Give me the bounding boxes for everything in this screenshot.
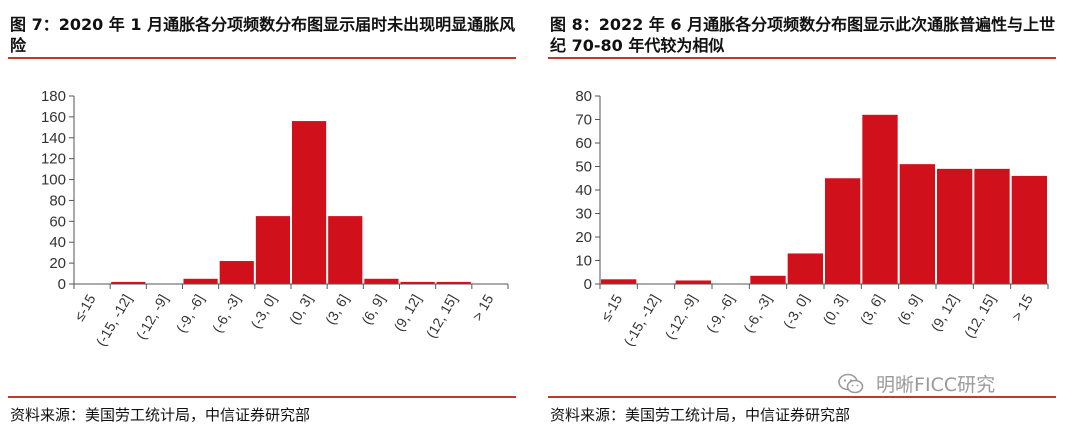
chart-title: 图 7：2020 年 1 月通胀各分项频数分布图显示届时未出现明显通胀风险 (10, 15, 516, 55)
chart-panel-left: 图 7：2020 年 1 月通胀各分项频数分布图显示届时未出现明显通胀风险 0 2… (8, 0, 518, 433)
bar (825, 178, 861, 284)
source-note: 资料来源：美国劳工统计局，中信证券研究部 (10, 406, 311, 424)
x-tick-label: (-6, -3] (209, 292, 243, 336)
x-tick-label: > 15 (1008, 291, 1036, 323)
x-tick-label: (6, 9] (358, 292, 388, 328)
bar-chart-2022: 0 10 20 30 40 50 60 70 80 ≤-15(-15, -12](-12, -9]… (575, 88, 1049, 349)
y-tick-label: 20 (575, 229, 592, 246)
y-tick-label: 100 (41, 172, 66, 189)
title-rule (8, 57, 516, 59)
x-tick-label: (6, 9] (894, 292, 924, 328)
bar (364, 278, 399, 284)
bar (219, 261, 254, 284)
x-tick-label: (9, 12] (390, 292, 424, 334)
bar (675, 280, 711, 284)
watermark: 明晰FICC研究 (838, 370, 995, 397)
bar (787, 253, 823, 284)
y-tick-label: 30 (575, 206, 592, 223)
x-tick-label: (0, 3] (286, 292, 316, 328)
bar (183, 278, 218, 284)
x-tick-label: (-15, -12] (93, 292, 135, 349)
x-tick-label: (-15, -12] (620, 292, 662, 349)
x-tick-label: (-12, -9] (133, 292, 171, 342)
x-tick-label: (-3, 0] (247, 292, 279, 332)
x-tick-label: (12, 15] (423, 292, 461, 341)
bar (436, 281, 471, 284)
chart-title: 图 8：2022 年 6 月通胀各分项频数分布图显示此次通胀普遍性与上世纪 70… (550, 15, 1056, 55)
bar (400, 281, 435, 284)
x-tick-label: (12, 15] (961, 292, 999, 341)
y-tick-label: 0 (584, 276, 592, 293)
y-tick-label: 50 (575, 159, 592, 176)
x-tick-label: > 15 (469, 291, 497, 323)
source-rule (548, 396, 1056, 398)
y-tick-label: 60 (575, 135, 592, 152)
title-rule (548, 57, 1056, 59)
y-tick-label: 80 (49, 192, 66, 209)
bar (937, 168, 973, 284)
wechat-icon (838, 373, 864, 394)
bar (750, 275, 786, 284)
bar (974, 168, 1010, 284)
source-note: 资料来源：美国劳工统计局，中信证券研究部 (550, 406, 851, 424)
y-tick-label: 60 (49, 213, 66, 230)
x-tick-label: (-3, 0] (780, 292, 812, 332)
y-tick-label: 120 (41, 151, 66, 168)
x-tick-label: (9, 12] (928, 292, 962, 334)
x-tick-label: (-9, -6] (703, 292, 737, 336)
bar (292, 121, 327, 284)
x-tick-label: (-12, -9] (662, 292, 700, 342)
bar (601, 279, 637, 284)
x-tick-label: (3, 6] (322, 292, 352, 328)
chart-panel-right: 图 8：2022 年 6 月通胀各分项频数分布图显示此次通胀普遍性与上世纪 70… (548, 0, 1058, 433)
bar (111, 281, 146, 284)
x-tick-label: ≤-15 (71, 291, 99, 323)
y-tick-label: 80 (575, 88, 592, 105)
y-tick-label: 140 (41, 130, 66, 147)
x-tick-label: (-6, -3] (740, 292, 774, 336)
x-tick-label: ≤-15 (597, 291, 625, 323)
bar (255, 216, 290, 284)
x-tick-label: (-9, -6] (173, 292, 207, 336)
y-tick-label: 0 (58, 276, 66, 293)
y-tick-label: 160 (41, 109, 66, 126)
y-tick-label: 70 (575, 112, 592, 129)
x-tick-label: (3, 6] (857, 292, 887, 328)
y-tick-label: 20 (49, 255, 66, 272)
bar (1011, 175, 1047, 284)
y-tick-label: 10 (575, 253, 592, 270)
x-tick-label: (0, 3] (819, 292, 849, 328)
bar (328, 216, 363, 284)
y-tick-label: 40 (575, 182, 592, 199)
source-rule (8, 396, 516, 398)
bar (899, 164, 935, 284)
y-tick-label: 40 (49, 234, 66, 251)
bar (862, 114, 898, 284)
y-tick-label: 180 (41, 88, 66, 105)
watermark-text: 明晰FICC研究 (876, 374, 996, 396)
